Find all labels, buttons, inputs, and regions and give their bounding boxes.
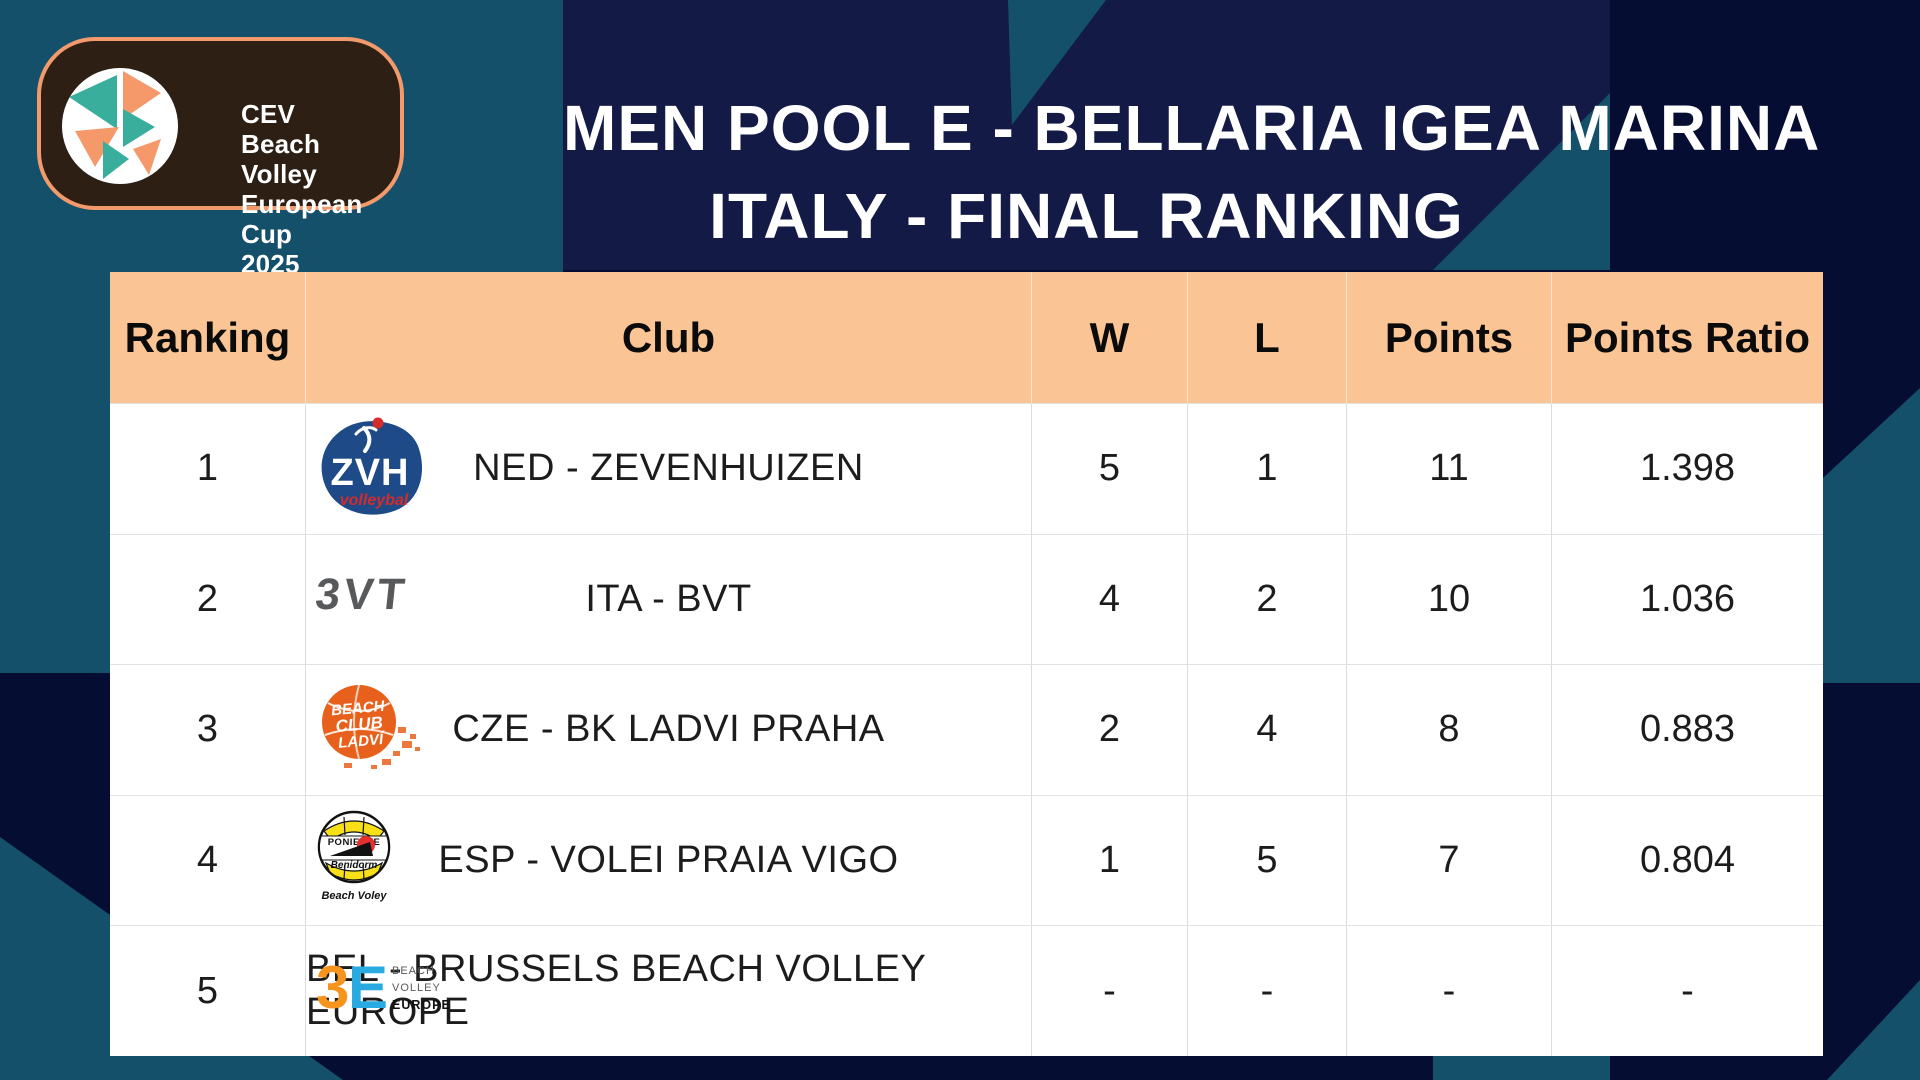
losses-value: 4 [1188,665,1347,795]
rank-value: 1 [110,404,306,534]
header-losses: L [1188,272,1347,403]
svg-text:CLUB: CLUB [335,713,384,736]
points-value: 11 [1347,404,1552,534]
points-value: 7 [1347,795,1552,926]
losses-value: 1 [1188,404,1347,534]
club-name: ITA - BVT [585,577,752,620]
header-club: Club [306,272,1032,403]
losses-value: 2 [1188,534,1347,665]
club-name: CZE - BK LADVI PRAHA [452,708,885,751]
rank-value: 3 [110,665,306,795]
svg-text:Benidorm: Benidorm [331,860,378,871]
points-ratio-value: 1.398 [1639,447,1736,490]
rank-value: 4 [110,795,306,926]
wins-value: 1 [1032,795,1188,926]
points-ratio-value: - [1681,969,1694,1012]
svg-text:BEACH: BEACH [331,698,387,720]
header-wins: W [1032,272,1188,403]
bvt-club-logo-icon: 3VT [313,570,434,626]
points-ratio-value: 1.036 [1639,577,1736,620]
wins-value: 4 [1032,534,1188,665]
points-value: - [1347,926,1552,1056]
header-points: Points [1347,272,1552,403]
wins-value: 5 [1032,404,1188,534]
svg-text:LADVÍ: LADVÍ [338,731,387,752]
rank-value: 5 [110,926,306,1056]
losses-value: 5 [1188,795,1347,926]
background-teal-bottom-right-triangle [1827,980,1920,1080]
points-ratio-value: 0.804 [1639,839,1736,882]
background-navy-title-band [563,0,1610,270]
cev-event-badge: CEV Beach Volley European Cup 2025 [37,37,404,279]
table-row: 5 3 E BEACH VOLLEY EUROPE BEL - BRUSSELS… [110,925,1823,1056]
page-title: MEN POOL E - BELLARIA IGEA MARINA ITALY … [563,84,1821,260]
svg-text:3VT: 3VT [314,572,411,616]
badge-text-block: CEV Beach Volley European Cup 2025 [241,99,400,279]
page-title-line2: ITALY - FINAL RANKING [709,180,1464,252]
table-row: 1 ZVH volleybal NED - ZEVENHUIZEN 5 1 11… [110,403,1823,534]
header-points-ratio: Points Ratio [1564,313,1810,361]
points-value: 10 [1347,534,1552,665]
club-name: BEL - BRUSSELS BEACH VOLLEY EUROPE [306,948,926,1034]
wins-value: - [1032,926,1188,1056]
points-value: 8 [1347,665,1552,795]
page-title-line1: MEN POOL E - BELLARIA IGEA MARINA [563,92,1821,164]
table-row: 2 3VT ITA - BVT 4 2 10 1.036 [110,533,1823,665]
ladvi-club-logo-icon: BEACH CLUB LADVÍ [314,677,454,783]
svg-text:EUROPE: EUROPE [392,998,449,1012]
final-ranking-table: Ranking Club W L Points Points Ratio 1 Z… [110,272,1823,1056]
header-ranking: Ranking [110,272,306,403]
svg-text:VOLLEY: VOLLEY [392,982,441,994]
cev-ball-icon [61,67,179,185]
svg-text:PONIENTE: PONIENTE [328,837,381,848]
badge-line-european-cup: European Cup [241,189,363,249]
club-name: NED - ZEVENHUIZEN [473,447,864,490]
badge-line-cev: CEV [241,99,296,129]
table-row: 3 BEACH CLUB LADVÍ [110,664,1823,795]
losses-value: - [1188,926,1347,1056]
zvh-club-logo-icon: ZVH volleybal [314,412,426,526]
svg-text:BEACH: BEACH [392,965,435,977]
svg-text:E: E [348,954,388,1021]
table-header-row: Ranking Club W L Points Points Ratio [110,272,1823,403]
rank-value: 2 [110,534,306,665]
points-ratio-value: 0.883 [1639,708,1736,751]
svg-text:volleybal: volleybal [340,492,409,509]
table-row: 4 PONIENTE [110,794,1823,926]
wins-value: 2 [1032,665,1188,795]
svg-text:3: 3 [316,954,349,1021]
bve-club-logo-icon: 3 E BEACH VOLLEY EUROPE [314,950,450,1032]
badge-line-beach-volley: Beach Volley [241,129,321,189]
svg-text:Beach Voley: Beach Voley [321,890,387,902]
background-teal-right-stripe [1823,388,1920,683]
svg-text:ZVH: ZVH [331,452,410,494]
poniente-benidorm-club-logo-icon: PONIENTE Benidorm Beach Voley [314,809,394,913]
club-name: ESP - VOLEI PRAIA VIGO [438,839,899,882]
background-teal-bottom-strip [1433,1056,1610,1080]
